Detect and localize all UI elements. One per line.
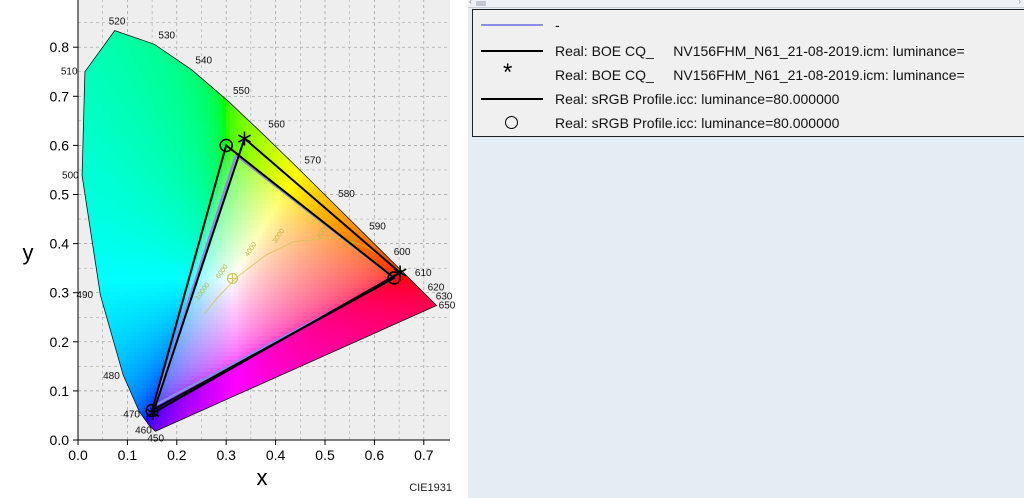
wavelength-label: 550 [233,86,250,97]
wavelength-label: 590 [369,222,386,233]
legend-entry: - [473,14,1024,36]
legend: - Real: BOE CQ_ NV156FHM_N61_21-08-2019.… [472,9,1024,137]
gamut-triangle [150,143,397,413]
legend-label: Real: sRGB Profile.icc: luminance=80.000… [555,91,840,107]
legend-entry: * Real: BOE CQ_ NV156FHM_N61_21-08-2019.… [473,59,1024,86]
legend-label: Real: BOE CQ_ NV156FHM_N61_21-08-2019.ic… [555,67,965,83]
legend-swatch [481,14,543,36]
axes: 0.0 0.1 0.2 0.3 0.4 0.5 0.6 0.7 0.0 0.1 0.2 0.3 0.4 0… [50,0,450,463]
horizontal-scrollbar[interactable]: ‹ › [468,0,1024,8]
y-tick-label: 0.1 [50,383,70,399]
legend-swatch [481,40,543,62]
wavelength-label: 620 [428,283,445,294]
line-swatch-icon [481,98,543,100]
legend-label: Real: BOE CQ_ NV156FHM_N61_21-08-2019.ic… [555,43,965,59]
circle-marker [145,403,159,418]
x-tick-label: 0.2 [167,447,187,463]
y-tick-label: 0.8 [50,39,70,55]
legend-swatch: * [481,59,543,86]
x-tick-label: 0.4 [266,447,286,463]
wavelength-label: 500 [62,171,79,182]
wavelength-label: 480 [103,371,120,382]
circle-marker [219,138,233,153]
wavelength-label: 580 [338,189,355,200]
x-tick-label: 0.1 [118,447,138,463]
circle-marker-icon [505,116,518,129]
wavelength-label: 650 [439,300,456,311]
legend-pane: ‹ › - Real: BOE CQ_ NV156FHM_N61_21-08-2… [468,0,1024,498]
scroll-left-icon[interactable]: ‹ [469,0,472,6]
wavelength-label: 560 [268,119,285,130]
y-tick-label: 0.5 [50,187,70,203]
wavelength-label: 570 [304,156,321,167]
wavelength-label: 520 [109,17,126,28]
x-tick-label: 0.5 [315,447,335,463]
wavelength-label: 510 [61,67,78,78]
star-marker-icon: * [503,59,513,86]
y-tick-label: 0.3 [50,285,70,301]
wavelength-label: 490 [76,290,93,301]
wavelength-label: 600 [394,247,411,258]
legend-swatch [481,88,543,110]
y-tick-label: 0.6 [50,137,70,153]
line-swatch-icon [481,24,543,26]
planckian-curve [204,236,401,314]
scrollbar-thumb[interactable] [476,1,486,6]
wavelength-label: 460 [135,425,152,436]
x-axis-label: x [257,465,268,490]
y-tick-label: 0.4 [50,236,70,252]
x-tick-label: 0.3 [216,447,236,463]
wavelength-label: 610 [415,268,432,279]
wavelength-label: 540 [195,56,212,67]
x-tick-label: 0.7 [414,447,434,463]
legend-label: - [555,17,560,33]
scroll-right-icon[interactable]: › [1018,0,1021,6]
x-tick-label: 0.0 [68,447,88,463]
y-tick-label: 0.2 [50,334,70,350]
legend-swatch [481,112,543,134]
spectral-locus-outline [81,30,438,432]
legend-entry: Real: BOE CQ_ NV156FHM_N61_21-08-2019.ic… [473,40,1024,62]
line-swatch-icon [481,50,543,52]
corner-label: CIE1931 [409,482,452,494]
y-tick-label: 0.7 [50,88,70,104]
y-axis-label: y [23,240,34,265]
legend-label: Real: sRGB Profile.icc: luminance=80.000… [555,115,840,131]
wavelength-label: 470 [123,410,140,421]
x-tick-label: 0.6 [365,447,385,463]
circle-marker [387,271,401,285]
series-layer [145,131,407,420]
wavelength-label: 530 [158,30,175,41]
wavelength-label: 630 [436,292,453,303]
star-marker [238,131,251,146]
wavelength-label: 450 [147,433,164,444]
y-tick-label: 0.0 [50,432,70,448]
legend-entry: Real: sRGB Profile.icc: luminance=80.000… [473,88,1024,110]
legend-entry: Real: sRGB Profile.icc: luminance=80.000… [473,112,1024,134]
